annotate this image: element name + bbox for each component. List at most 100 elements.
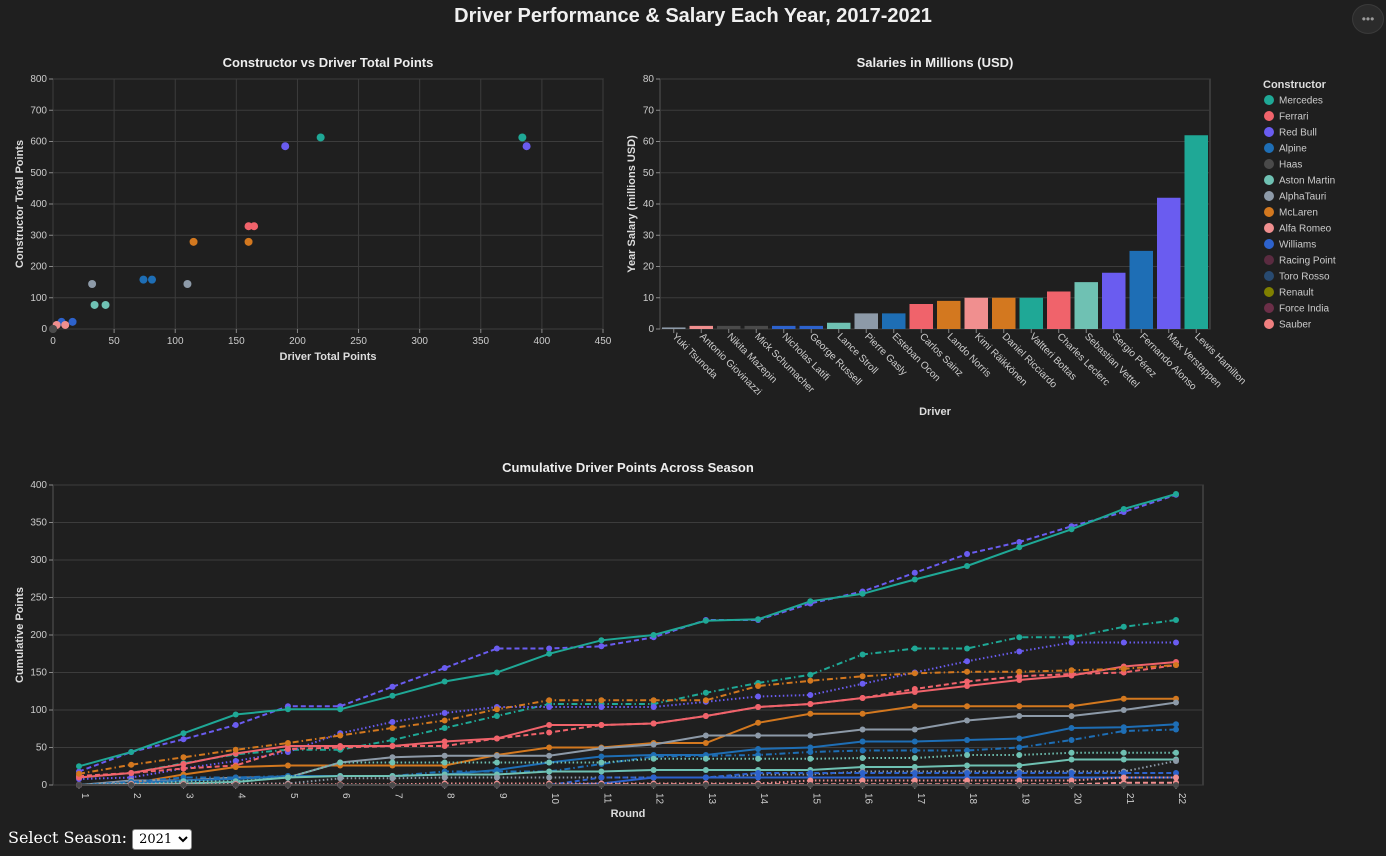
series-point[interactable] <box>1068 667 1075 674</box>
series-point[interactable] <box>911 569 918 576</box>
series-point[interactable] <box>807 710 814 717</box>
series-point[interactable] <box>598 753 605 760</box>
series-point[interactable] <box>911 770 918 776</box>
series-point[interactable] <box>755 704 762 710</box>
series-point[interactable] <box>546 774 553 781</box>
series-point[interactable] <box>859 747 866 754</box>
bar[interactable] <box>1184 135 1209 329</box>
series-point[interactable] <box>702 755 709 762</box>
series-line[interactable] <box>78 493 1177 773</box>
series-point[interactable] <box>441 678 448 685</box>
series-point[interactable] <box>859 770 866 776</box>
series-point[interactable] <box>128 782 135 788</box>
series-point[interactable] <box>911 782 918 788</box>
bar[interactable] <box>992 297 1016 329</box>
series-point[interactable] <box>1120 749 1127 756</box>
series-point[interactable] <box>284 774 291 781</box>
bar[interactable] <box>1047 291 1071 330</box>
bar[interactable] <box>717 325 741 329</box>
series-point[interactable] <box>1068 713 1075 719</box>
series-point[interactable] <box>389 782 396 788</box>
bar[interactable] <box>909 304 934 329</box>
series-point[interactable] <box>284 740 291 746</box>
series-point[interactable] <box>493 706 500 713</box>
bar[interactable] <box>1157 197 1181 329</box>
series-point[interactable] <box>1068 725 1075 731</box>
series-point[interactable] <box>964 658 971 665</box>
series-point[interactable] <box>911 670 918 677</box>
scatter-point[interactable] <box>244 222 253 231</box>
ellipsis-icon[interactable]: ••• <box>1352 4 1384 34</box>
scatter-point[interactable] <box>88 280 97 288</box>
series-point[interactable] <box>911 645 918 652</box>
scatter-point[interactable] <box>281 142 290 151</box>
series-point[interactable] <box>807 671 814 678</box>
series-point[interactable] <box>337 743 344 749</box>
bar[interactable] <box>937 300 961 329</box>
bar[interactable] <box>772 325 796 329</box>
series-point[interactable] <box>493 645 500 652</box>
series-point[interactable] <box>1068 672 1075 679</box>
series-point[interactable] <box>755 683 762 689</box>
series-point[interactable] <box>807 732 814 739</box>
series-point[interactable] <box>598 697 605 704</box>
series-point[interactable] <box>493 759 500 766</box>
series-point[interactable] <box>702 689 709 696</box>
series-point[interactable] <box>1016 668 1023 675</box>
series-point[interactable] <box>1173 726 1179 733</box>
series-point[interactable] <box>493 752 500 759</box>
series-point[interactable] <box>389 759 396 766</box>
series-point[interactable] <box>598 759 605 766</box>
series-point[interactable] <box>389 754 396 761</box>
scatter-point[interactable] <box>148 275 156 284</box>
series-point[interactable] <box>493 713 500 719</box>
bar[interactable] <box>662 327 686 329</box>
series-point[interactable] <box>441 725 448 731</box>
series-line[interactable] <box>78 758 1176 786</box>
bar[interactable] <box>689 325 714 329</box>
series-line[interactable] <box>78 701 1177 786</box>
series-point[interactable] <box>1016 770 1023 776</box>
series-point[interactable] <box>650 755 657 762</box>
series-point[interactable] <box>441 774 448 781</box>
series-point[interactable] <box>180 730 187 737</box>
series-point[interactable] <box>964 737 971 743</box>
series-point[interactable] <box>859 651 866 658</box>
series-point[interactable] <box>180 754 187 761</box>
series-point[interactable] <box>755 755 762 762</box>
series-line[interactable] <box>78 661 1177 779</box>
series-point[interactable] <box>859 695 866 701</box>
series-point[interactable] <box>964 678 971 685</box>
series-point[interactable] <box>1016 648 1023 655</box>
series-point[interactable] <box>337 706 344 713</box>
series-point[interactable] <box>911 764 918 770</box>
series-point[interactable] <box>807 782 814 788</box>
series-point[interactable] <box>911 747 918 754</box>
series-point[interactable] <box>702 697 709 704</box>
scatter-point[interactable] <box>90 300 99 309</box>
series-point[interactable] <box>702 782 709 788</box>
series-point[interactable] <box>232 746 239 753</box>
scatter-point[interactable] <box>316 133 325 142</box>
series-point[interactable] <box>859 764 866 770</box>
series-line[interactable] <box>78 664 1177 775</box>
series-point[interactable] <box>1173 774 1179 781</box>
series-point[interactable] <box>911 726 918 733</box>
series-point[interactable] <box>807 692 814 698</box>
series-point[interactable] <box>755 782 762 788</box>
series-point[interactable] <box>755 774 762 781</box>
series-point[interactable] <box>284 706 291 713</box>
series-point[interactable] <box>702 740 709 746</box>
series-point[interactable] <box>546 729 553 736</box>
series-point[interactable] <box>76 770 82 777</box>
series-point[interactable] <box>964 563 971 569</box>
series-point[interactable] <box>389 692 396 699</box>
series-point[interactable] <box>650 704 657 710</box>
series-point[interactable] <box>859 755 866 761</box>
series-point[interactable] <box>441 738 448 745</box>
series-point[interactable] <box>1016 634 1023 641</box>
series-point[interactable] <box>1016 735 1023 742</box>
series-point[interactable] <box>1068 634 1075 641</box>
series-point[interactable] <box>1120 506 1127 512</box>
series-point[interactable] <box>598 782 605 788</box>
